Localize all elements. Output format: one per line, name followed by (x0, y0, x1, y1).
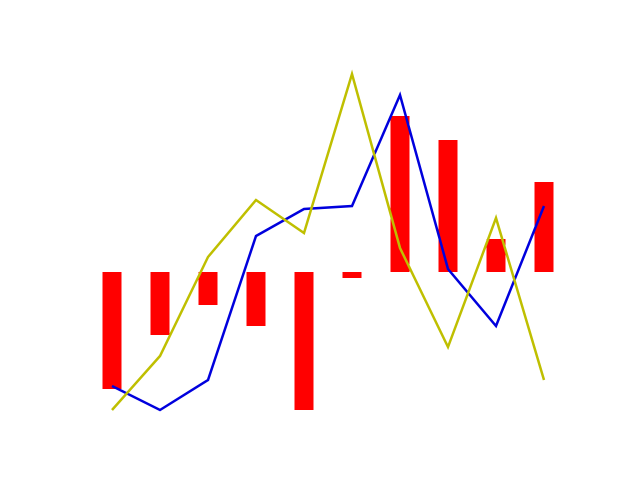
bar-4 (294, 272, 314, 410)
bar-5 (342, 272, 362, 278)
line-series-2 (111, 69, 546, 411)
bar-2 (198, 272, 218, 305)
bar-9 (534, 182, 554, 272)
bar-8 (486, 239, 506, 272)
bar-1 (150, 272, 170, 335)
line-series (111, 69, 546, 412)
bar-7 (438, 140, 458, 272)
line-series-1 (111, 91, 546, 412)
bar-series (102, 116, 554, 410)
bar-0 (102, 272, 122, 389)
bar-3 (246, 272, 266, 326)
